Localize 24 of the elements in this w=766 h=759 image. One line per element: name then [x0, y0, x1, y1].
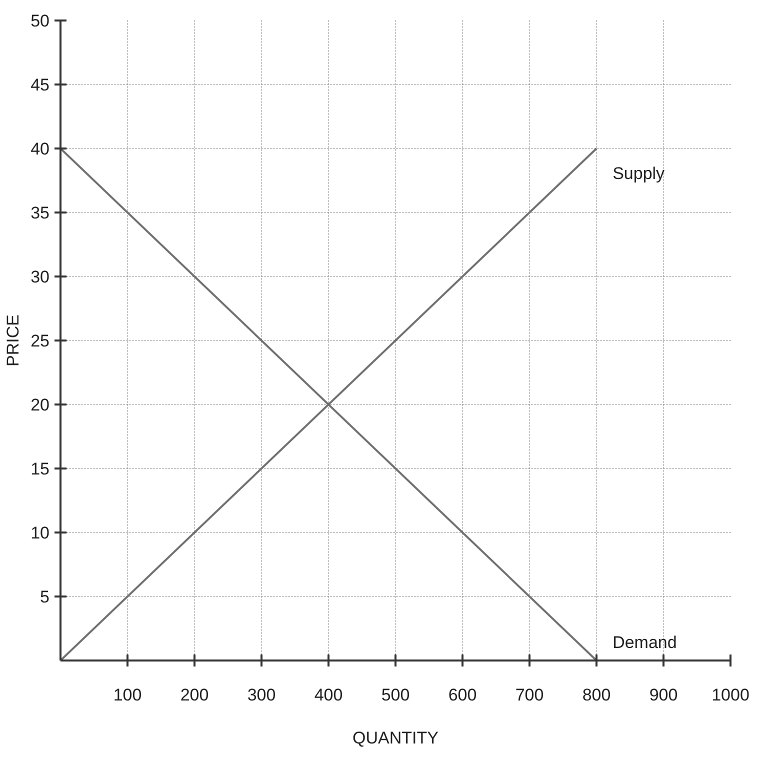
y-tick-label: 20 — [30, 396, 50, 414]
x-tick-label: 700 — [515, 686, 544, 704]
x-tick-label: 400 — [314, 686, 343, 704]
x-tick-label: 900 — [649, 686, 678, 704]
x-tick-label: 200 — [180, 686, 209, 704]
x-tick-label: 600 — [448, 686, 477, 704]
x-tick-label: 300 — [247, 686, 276, 704]
y-tick-label: 50 — [30, 12, 50, 30]
x-tick-label: 100 — [113, 686, 142, 704]
y-tick-label: 40 — [30, 140, 50, 158]
y-axis-title: PRICE — [4, 314, 23, 366]
series-label: Demand — [612, 633, 677, 652]
y-tick-label: 15 — [30, 460, 50, 478]
y-tick-label: 5 — [40, 588, 50, 606]
y-tick-label: 30 — [30, 268, 50, 286]
x-tick-label: 1000 — [712, 686, 750, 704]
x-tick-label: 800 — [582, 686, 611, 704]
y-tick-label: 10 — [30, 524, 50, 542]
x-axis-title: QUANTITY — [352, 728, 438, 748]
x-tick-label: 500 — [381, 686, 410, 704]
y-tick-label: 35 — [30, 204, 50, 222]
y-tick-label: 25 — [30, 332, 50, 350]
series-label: Supply — [612, 164, 666, 183]
y-tick-label: 45 — [30, 76, 50, 94]
